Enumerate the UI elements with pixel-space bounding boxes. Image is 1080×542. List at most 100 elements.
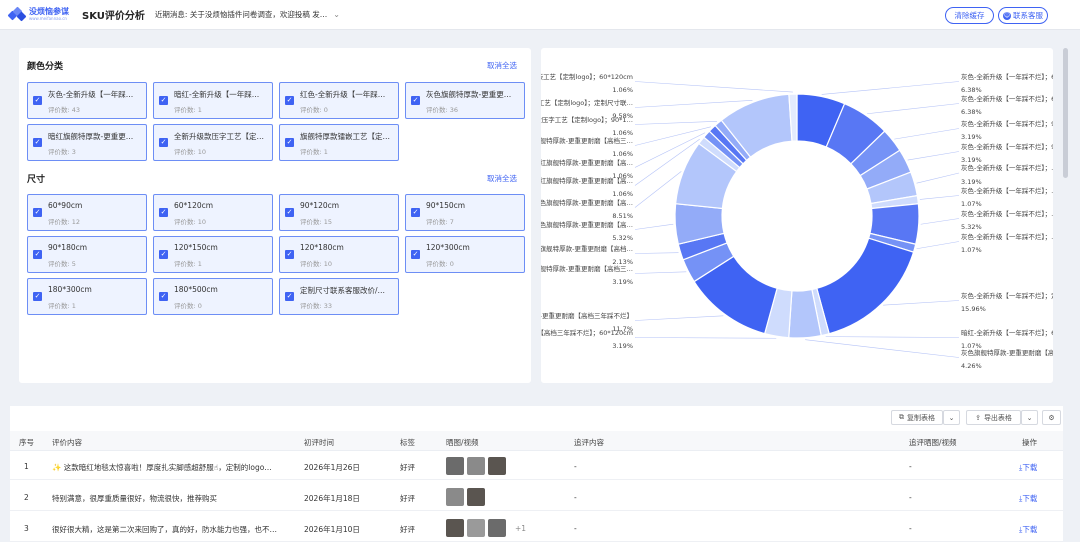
chip-label: 暗红旗舰特厚款-更重更…	[48, 132, 134, 141]
download-link[interactable]: ⤓下载	[1019, 463, 1038, 472]
checkbox-checked-icon[interactable]: ✓	[159, 138, 168, 147]
copy-table-button[interactable]: ⧉ 复制表格	[891, 410, 943, 425]
slice-value-label: 8.51%	[612, 212, 633, 220]
table-row: 1 ✨ 这款暗红地毯太惊喜啦！厚度扎实脚感超舒服☝，定制的logo… 2026年1月…	[10, 452, 1063, 480]
size-filter-chip[interactable]: ✓ 60*90cm 评价数: 12	[27, 194, 147, 231]
checkbox-checked-icon[interactable]: ✓	[33, 96, 42, 105]
size-filter-chip[interactable]: ✓ 90*120cm 评价数: 15	[279, 194, 399, 231]
checkbox-checked-icon[interactable]: ✓	[411, 250, 420, 259]
chevron-down-icon: ⌄	[1026, 413, 1033, 422]
checkbox-checked-icon[interactable]: ✓	[285, 292, 294, 301]
slice-label: 灰色-全新升级【一年踩不烂】；…	[961, 186, 1053, 195]
slice-value-label: 1.06%	[612, 172, 633, 180]
size-clear-all-link[interactable]: 取消全选	[487, 174, 517, 183]
slice-label: 全新升级款压字工艺【定制logo】；定制尺寸联…	[541, 98, 633, 107]
follow-content: -	[574, 493, 577, 502]
checkbox-checked-icon[interactable]: ✓	[33, 208, 42, 217]
slice-value-label: 1.07%	[961, 342, 982, 350]
checkbox-checked-icon[interactable]: ✓	[411, 96, 420, 105]
checkbox-checked-icon[interactable]: ✓	[33, 292, 42, 301]
contact-service-button[interactable]: ☺ 联系客服	[998, 7, 1048, 24]
checkbox-checked-icon[interactable]: ✓	[285, 96, 294, 105]
checkbox-checked-icon[interactable]: ✓	[411, 208, 420, 217]
slice-leader-line	[920, 218, 960, 225]
slice-label: 灰色-全新升级【一年踩不烂】；…	[961, 163, 1053, 172]
notice-text[interactable]: 近期消息: 关于没烦恼插件问卷调查，欢迎投稿 发…	[154, 10, 328, 19]
review-thumbnail[interactable]	[467, 488, 485, 506]
chip-count: 评价数: 1	[48, 302, 76, 310]
size-filter-chip[interactable]: ✓ 60*120cm 评价数: 10	[153, 194, 273, 231]
page-title: SKU评价分析	[82, 11, 145, 22]
checkbox-checked-icon[interactable]: ✓	[285, 208, 294, 217]
slice-leader-line	[825, 336, 960, 338]
donut-slice[interactable]	[816, 237, 915, 335]
color-filter-chip[interactable]: ✓ 旗舰特厚款镭嵌工艺【定… 评价数: 1	[279, 124, 399, 161]
size-filter-chip[interactable]: ✓ 120*300cm 评价数: 0	[405, 236, 525, 273]
slice-leader-line	[805, 339, 960, 358]
slice-label: 灰色旗舰特厚款-更重更耐磨【高…	[541, 198, 633, 207]
size-filter-chip[interactable]: ✓ 180*300cm 评价数: 1	[27, 278, 147, 315]
checkbox-checked-icon[interactable]: ✓	[33, 138, 42, 147]
size-filter-chip[interactable]: ✓ 定制尺寸联系客服改价/… 评价数: 33	[279, 278, 399, 315]
color-filter-chip[interactable]: ✓ 暗红旗舰特厚款-更重更… 评价数: 3	[27, 124, 147, 161]
review-thumbnail[interactable]	[446, 519, 464, 537]
page-scrollbar[interactable]	[1063, 48, 1068, 178]
slice-leader-line	[634, 99, 753, 108]
donut-slice[interactable]	[788, 93, 798, 142]
color-filter-chip[interactable]: ✓ 全新升级款压字工艺【定… 评价数: 10	[153, 124, 273, 161]
chip-label: 旗舰特厚款镭嵌工艺【定…	[300, 132, 390, 141]
size-filter-chip[interactable]: ✓ 90*150cm 评价数: 7	[405, 194, 525, 231]
review-thumbnail[interactable]	[446, 457, 464, 475]
row-index: 1	[24, 462, 29, 471]
download-link[interactable]: ⤓下载	[1019, 525, 1038, 534]
checkbox-checked-icon[interactable]: ✓	[285, 250, 294, 259]
table-row: 3 很好很大精，这是第二次来回购了，真的好，防水能力也强，也不… 2026年1月10…	[10, 514, 1063, 542]
checkbox-checked-icon[interactable]: ✓	[33, 250, 42, 259]
slice-label: 灰色旗舰特厚款-更重更耐磨【高档三…	[541, 264, 633, 273]
review-thumbnail[interactable]	[488, 519, 506, 537]
chip-label: 红色-全新升级【一年踩…	[300, 90, 386, 99]
color-filter-chip[interactable]: ✓ 暗红-全新升级【一年踩… 评价数: 1	[153, 82, 273, 119]
size-filter-chip[interactable]: ✓ 120*150cm 评价数: 1	[153, 236, 273, 273]
checkbox-checked-icon[interactable]: ✓	[159, 208, 168, 217]
review-thumbnail[interactable]	[467, 519, 485, 537]
col-action: 操作	[1022, 438, 1037, 447]
review-content: 特别满意，很厚重质量很好，物流很快，推荐购买	[52, 494, 217, 503]
size-filter-chip[interactable]: ✓ 90*180cm 评价数: 5	[27, 236, 147, 273]
checkbox-checked-icon[interactable]: ✓	[159, 292, 168, 301]
color-clear-all-link[interactable]: 取消全选	[487, 61, 517, 70]
checkbox-checked-icon[interactable]: ✓	[285, 138, 294, 147]
slice-value-label: 9.58%	[612, 112, 633, 120]
size-filter-chip[interactable]: ✓ 180*500cm 评价数: 0	[153, 278, 273, 315]
review-thumbnail[interactable]	[446, 488, 464, 506]
chip-count: 评价数: 3	[48, 148, 76, 156]
download-link[interactable]: ⤓下载	[1019, 494, 1038, 503]
brand-logo[interactable]: 没烦恼参谋 www.meifannao.cn	[7, 6, 70, 23]
slice-value-label: 1.07%	[961, 246, 982, 254]
checkbox-checked-icon[interactable]: ✓	[159, 250, 168, 259]
slice-leader-line	[634, 337, 777, 339]
export-dropdown-button[interactable]: ⌄	[1021, 410, 1038, 425]
slice-value-label: 1.06%	[612, 86, 633, 94]
export-table-button[interactable]: ⇪ 导出表格	[966, 410, 1021, 425]
slice-leader-line	[634, 223, 674, 230]
slice-value-label: 15.96%	[961, 305, 986, 313]
chip-count: 评价数: 0	[426, 260, 454, 268]
slice-leader-line	[634, 252, 679, 254]
chevron-down-icon[interactable]: ⌄	[333, 10, 340, 19]
color-filter-chip[interactable]: ✓ 灰色旗舰特厚款-更重更… 评价数: 36	[405, 82, 525, 119]
table-settings-button[interactable]: ⚙	[1042, 410, 1061, 425]
color-filter-chip[interactable]: ✓ 灰色-全新升级【一年踩… 评价数: 43	[27, 82, 147, 119]
slice-label: 灰色旗舰特厚款-更重更耐磨【高档…	[541, 244, 633, 253]
checkbox-checked-icon[interactable]: ✓	[159, 96, 168, 105]
chip-count: 评价数: 1	[174, 260, 202, 268]
table-header: 序号 评价内容 初评时间 标签 晒图/视频 追评内容 追评晒图/视频 操作	[10, 431, 1063, 451]
chip-label: 180*500cm	[174, 285, 218, 294]
review-thumbnail[interactable]	[488, 457, 506, 475]
color-filter-chip[interactable]: ✓ 红色-全新升级【一年踩… 评价数: 0	[279, 82, 399, 119]
review-thumbnail[interactable]	[467, 457, 485, 475]
clear-cache-button[interactable]: 清除缓存	[945, 7, 994, 24]
copy-dropdown-button[interactable]: ⌄	[943, 410, 960, 425]
size-filter-chip[interactable]: ✓ 120*180cm 评价数: 10	[279, 236, 399, 273]
slice-leader-line	[634, 132, 706, 168]
